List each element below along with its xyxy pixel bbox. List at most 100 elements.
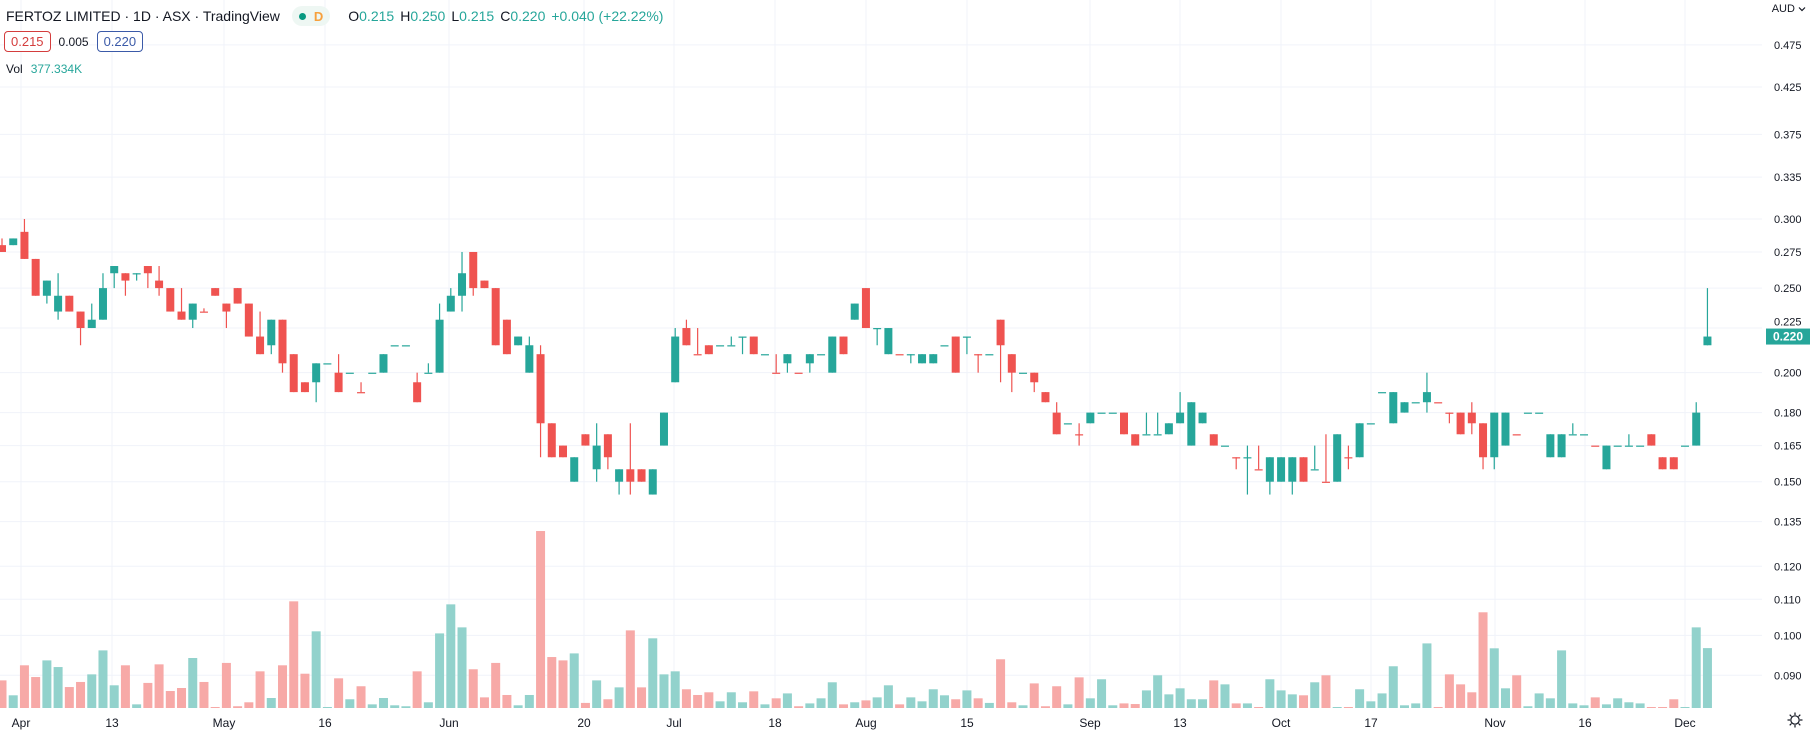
buy-button[interactable]: 0.220 — [96, 31, 144, 52]
volume-bar — [120, 665, 130, 708]
price-tick-label: 0.120 — [1774, 561, 1802, 573]
candle-body — [1075, 434, 1084, 436]
candle-body — [525, 345, 534, 373]
low-label: L — [451, 8, 460, 24]
candle-body — [716, 345, 725, 347]
volume-legend: Vol 377.334K — [6, 62, 82, 76]
time-tick-label: Sep — [1079, 716, 1101, 730]
volume-bar — [1613, 698, 1623, 708]
candle-body — [1411, 402, 1420, 404]
candle-body — [435, 319, 444, 373]
candle-body — [592, 445, 601, 470]
candle-body — [244, 303, 253, 337]
last-price-tag: 0.220 — [1766, 328, 1810, 345]
volume-bar — [8, 695, 18, 708]
candle-body — [1344, 457, 1353, 459]
candle-body — [1400, 402, 1409, 413]
volume-bar — [1377, 693, 1387, 708]
volume-bar — [659, 674, 669, 708]
candle-body — [884, 328, 893, 355]
volume-bar — [457, 627, 467, 708]
price-tick-label: 0.225 — [1774, 317, 1802, 329]
market-status-badge[interactable]: D — [291, 6, 331, 26]
volume-bar — [334, 678, 344, 708]
candle-body — [783, 354, 792, 364]
price-tick-label: 0.180 — [1774, 408, 1802, 420]
candle-body — [1456, 412, 1465, 435]
candle-body — [54, 295, 63, 312]
candle-body — [345, 372, 354, 374]
volume-bar — [1097, 679, 1107, 708]
candle-body — [1523, 412, 1532, 414]
candle-body — [300, 382, 309, 393]
volume-bar — [827, 682, 837, 708]
volume-bar — [1658, 707, 1668, 708]
volume-bar — [1265, 679, 1275, 708]
time-tick-label: 16 — [318, 716, 332, 730]
candle-body — [368, 372, 377, 374]
symbol-title[interactable]: FERTOZ LIMITED · 1D · ASX · TradingView — [6, 8, 280, 24]
volume-bar — [53, 667, 63, 708]
volume-bar — [109, 685, 119, 708]
volume-bar — [1691, 627, 1701, 708]
volume-bar — [558, 660, 568, 708]
volume-bar — [1052, 686, 1062, 708]
time-tick-label: 16 — [1578, 716, 1592, 730]
candle-body — [626, 469, 635, 482]
time-tick-label: Oct — [1272, 716, 1291, 730]
currency-selector[interactable]: AUD — [1772, 3, 1806, 15]
open-value: 0.215 — [359, 8, 395, 24]
time-tick-label: 13 — [1173, 716, 1187, 730]
volume-bar — [244, 702, 254, 708]
candle-body — [615, 469, 624, 482]
volume-bar — [850, 702, 860, 708]
candle-body — [502, 319, 511, 355]
volume-bar — [1411, 703, 1421, 708]
last-price-tag-label: 0.220 — [1773, 330, 1803, 344]
candle-body — [1187, 402, 1196, 446]
volume-bar — [1209, 680, 1219, 708]
high-value: 0.250 — [410, 8, 446, 24]
volume-bar — [1590, 697, 1600, 708]
price-tick-label: 0.110 — [1774, 594, 1801, 606]
volume-bar — [1545, 698, 1555, 708]
volume-bar — [1242, 703, 1252, 708]
candle-body — [828, 336, 837, 373]
candle-body — [222, 303, 231, 312]
candle-body — [929, 354, 938, 364]
volume-bar — [1400, 705, 1409, 708]
time-axis[interactable]: Apr 13 May 16 Jun 20 Jul 18 Aug 15 Sep 13 Oct 17 Nov 16… — [12, 716, 1696, 730]
candle-body — [110, 266, 119, 274]
volume-bar — [1254, 707, 1264, 708]
price-axis[interactable]: 0.475 0.425 0.375 0.335 0.300 0.275 0.250 0.225… — [1774, 40, 1802, 682]
volume-bar — [1085, 698, 1095, 708]
volume-bar — [749, 691, 759, 708]
candle-body — [446, 295, 455, 312]
volume-bar — [1130, 704, 1140, 708]
candle-body — [1063, 423, 1072, 425]
volume-value: 377.334K — [30, 62, 83, 76]
candle-body — [996, 319, 1005, 346]
high-label: H — [400, 8, 411, 24]
volume-bar — [322, 707, 332, 708]
candle-body — [794, 372, 803, 374]
volume-bar — [401, 706, 411, 708]
volume-bar — [782, 693, 792, 708]
dot-icon — [298, 12, 306, 20]
candle-body — [1007, 354, 1016, 373]
candle-body — [1041, 392, 1050, 403]
gear-icon[interactable] — [1787, 712, 1803, 728]
price-tick-label: 0.275 — [1774, 247, 1802, 259]
candle-body — [760, 354, 769, 356]
volume-label[interactable]: Vol — [6, 62, 23, 76]
volume-bar — [906, 697, 916, 708]
volume-bar — [917, 701, 927, 708]
candle-body — [42, 280, 51, 296]
candle-body — [1333, 434, 1342, 482]
candle-body — [659, 412, 668, 446]
volume-bar — [199, 681, 209, 708]
candle-body — [1097, 412, 1106, 414]
volume-bar — [1063, 704, 1073, 708]
sell-button[interactable]: 0.215 — [4, 31, 51, 52]
